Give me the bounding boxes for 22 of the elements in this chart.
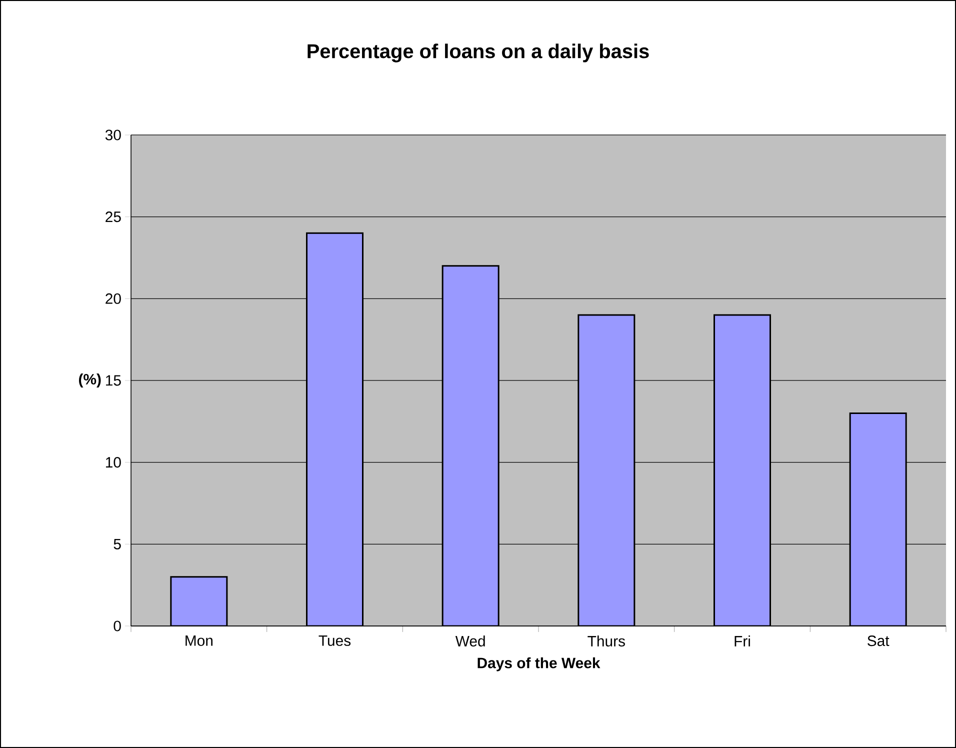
- x-axis-title: Days of the Week: [478, 657, 600, 672]
- chart-title: Percentage of loans on a daily basis: [308, 44, 649, 62]
- y-tick-label: 10: [106, 457, 121, 468]
- bar: [306, 232, 364, 626]
- y-tick-label: 5: [114, 538, 121, 550]
- bar: [849, 412, 907, 626]
- bar: [442, 265, 500, 626]
- y-tick-label: 0: [114, 620, 121, 632]
- y-tick-label: 30: [105, 130, 121, 140]
- x-tick-label: Fri: [734, 636, 750, 646]
- x-tick-label: Mon: [186, 636, 212, 646]
- y-tick-label: 20: [106, 293, 121, 304]
- x-tick-label: Tues: [318, 636, 351, 646]
- x-tick-label: Wed: [455, 636, 485, 646]
- x-tick-label: Sat: [868, 636, 890, 646]
- y-axis-title: (%): [79, 374, 101, 388]
- y-tick-label: 15: [106, 375, 121, 386]
- x-tick-label: Thurs: [588, 636, 625, 646]
- bar: [170, 576, 228, 626]
- y-tick-label: 25: [106, 212, 121, 222]
- bar: [578, 314, 636, 626]
- bar: [714, 314, 772, 626]
